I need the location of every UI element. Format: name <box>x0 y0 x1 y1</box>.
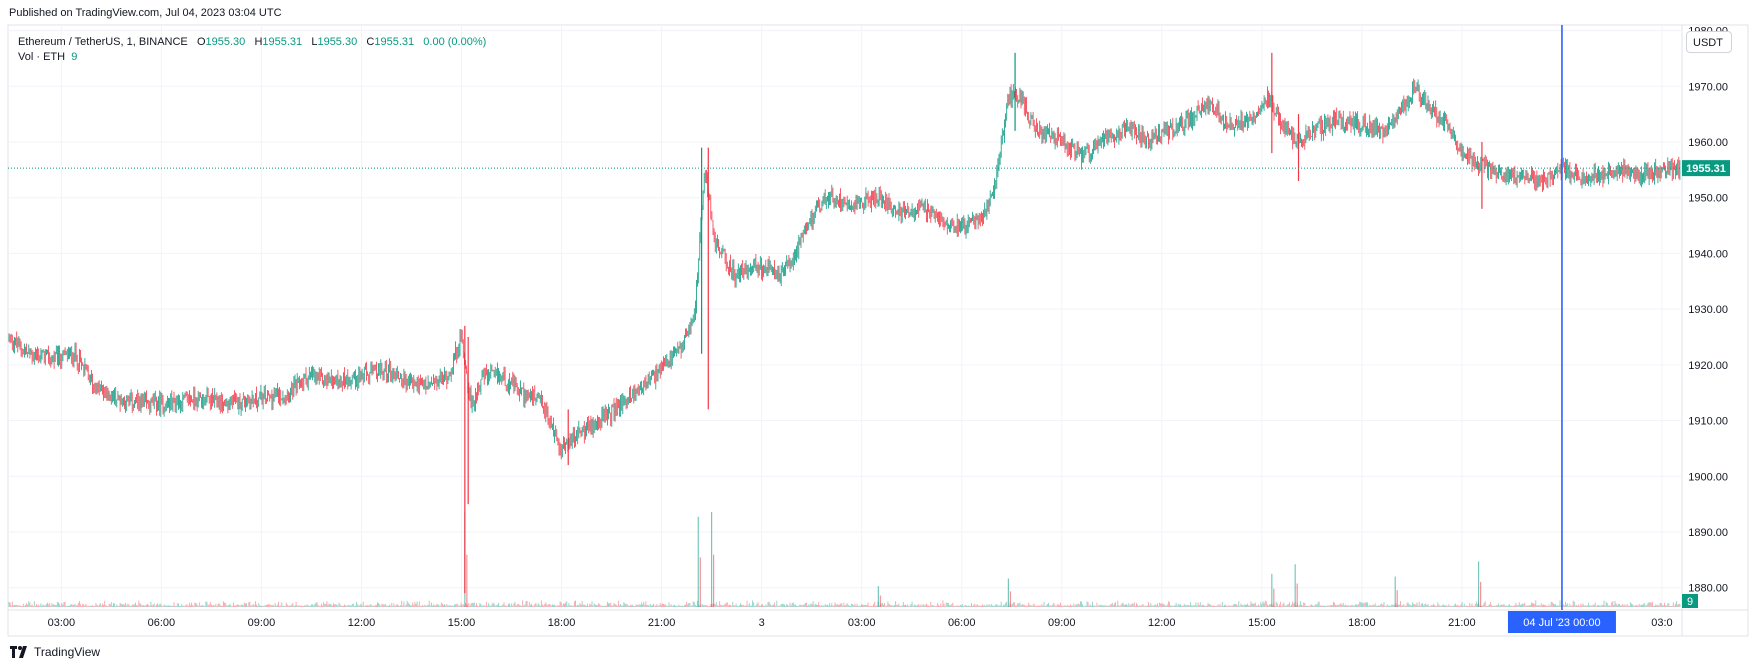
change-value: 0.00 (0.00%) <box>423 36 487 48</box>
price-tick-label: 1920.00 <box>1688 360 1728 372</box>
time-tick-label: 06:00 <box>948 617 976 629</box>
tradingview-logo[interactable]: TradingView <box>10 645 100 659</box>
crosshair-time-badge <box>1507 611 1616 633</box>
candle-series <box>8 52 1681 594</box>
close-label: C <box>366 36 375 48</box>
volume-label[interactable]: Vol · ETH <box>18 51 66 63</box>
time-tick-label: 03:00 <box>48 617 76 629</box>
high-label: H <box>254 36 263 48</box>
high-value: 1955.31 <box>262 36 303 48</box>
price-tick-label: 1900.00 <box>1688 471 1728 483</box>
time-tick-label: 18:00 <box>548 617 576 629</box>
time-tick-label: 21:00 <box>1448 617 1476 629</box>
currency-unit-button[interactable]: USDT <box>1686 31 1732 53</box>
price-tick-label: 1930.00 <box>1688 304 1728 316</box>
ohlc-row: Ethereum / TetherUS, 1, BINANCE O1955.30… <box>18 35 486 50</box>
price-tick-label: 1940.00 <box>1688 248 1728 260</box>
price-tick-label: 1970.00 <box>1688 81 1728 93</box>
low-value: 1955.30 <box>317 36 358 48</box>
time-tick-label: 3 <box>759 617 765 629</box>
grid-lines <box>8 25 1682 610</box>
time-tick-label: 06:00 <box>148 617 176 629</box>
time-tick-label: 12:00 <box>1148 617 1176 629</box>
volume-value: 9 <box>71 51 78 63</box>
brand-name: TradingView <box>34 645 101 659</box>
price-tick-label: 1880.00 <box>1688 583 1728 595</box>
price-tick-label: 1960.00 <box>1688 137 1728 149</box>
price-tick-label: 1910.00 <box>1688 416 1728 428</box>
time-tick-label: 21:00 <box>648 617 676 629</box>
last-volume-badge <box>1682 594 1698 608</box>
tradingview-logo-icon <box>10 646 27 658</box>
published-note: Published on TradingView.com, Jul 04, 20… <box>9 7 282 19</box>
time-tick-label: 18:00 <box>1348 617 1376 629</box>
time-tick-label: 15:00 <box>448 617 476 629</box>
crosshair-time-label: 04 Jul '23 00:00 <box>1523 617 1600 629</box>
price-tick-label: 1950.00 <box>1688 193 1728 205</box>
last-volume-label: 9 <box>1687 596 1693 608</box>
time-tick-label: 09:00 <box>1048 617 1076 629</box>
time-tick-label: 15:00 <box>1248 617 1276 629</box>
volume-row: Vol · ETH 9 <box>18 50 486 65</box>
open-value: 1955.30 <box>205 36 246 48</box>
chart-legend: Ethereum / TetherUS, 1, BINANCE O1955.30… <box>18 35 486 65</box>
symbol-description[interactable]: Ethereum / TetherUS, 1, BINANCE <box>18 36 188 48</box>
volume-bars <box>8 512 1681 607</box>
low-label: L <box>311 36 318 48</box>
close-value: 1955.31 <box>374 36 415 48</box>
time-tick-label: 03:0 <box>1651 617 1672 629</box>
time-tick-label: 03:00 <box>848 617 876 629</box>
chart-pane <box>7 24 1749 637</box>
time-tick-label: 12:00 <box>348 617 376 629</box>
time-axis: 03:00 06:00 09:00 12:00 15:00 18:00 21:00 3 03:0… <box>48 617 1673 629</box>
last-price-badge <box>1682 160 1730 177</box>
open-label: O <box>196 36 206 48</box>
time-tick-label: 09:00 <box>248 617 276 629</box>
price-tick-label: 1890.00 <box>1688 527 1728 539</box>
last-price-label: 1955.31 <box>1686 163 1726 175</box>
chart-overlays: 1955.31 9 04 Jul '23 00:00 <box>8 25 1730 633</box>
price-axis: 1980.001970.001960.001950.001940.001930.… <box>1688 26 1728 595</box>
